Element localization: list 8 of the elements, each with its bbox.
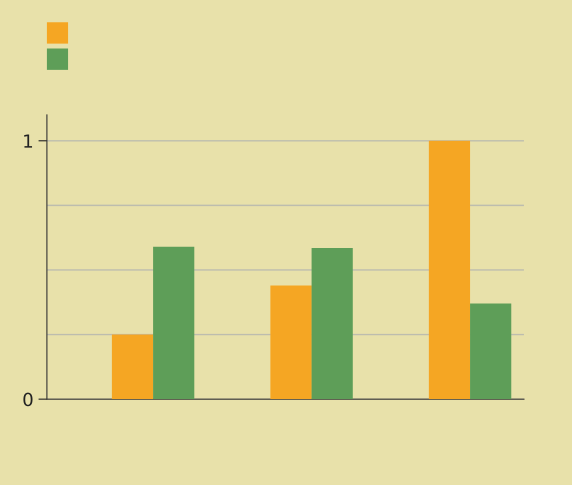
bar (428, 140, 470, 400)
bar (153, 246, 194, 400)
bar (112, 334, 154, 400)
y-tick-label: 0 (23, 392, 33, 406)
bar (470, 304, 512, 400)
y-tick-label: 1 (24, 134, 32, 148)
bar (270, 285, 312, 400)
bar (312, 248, 353, 400)
